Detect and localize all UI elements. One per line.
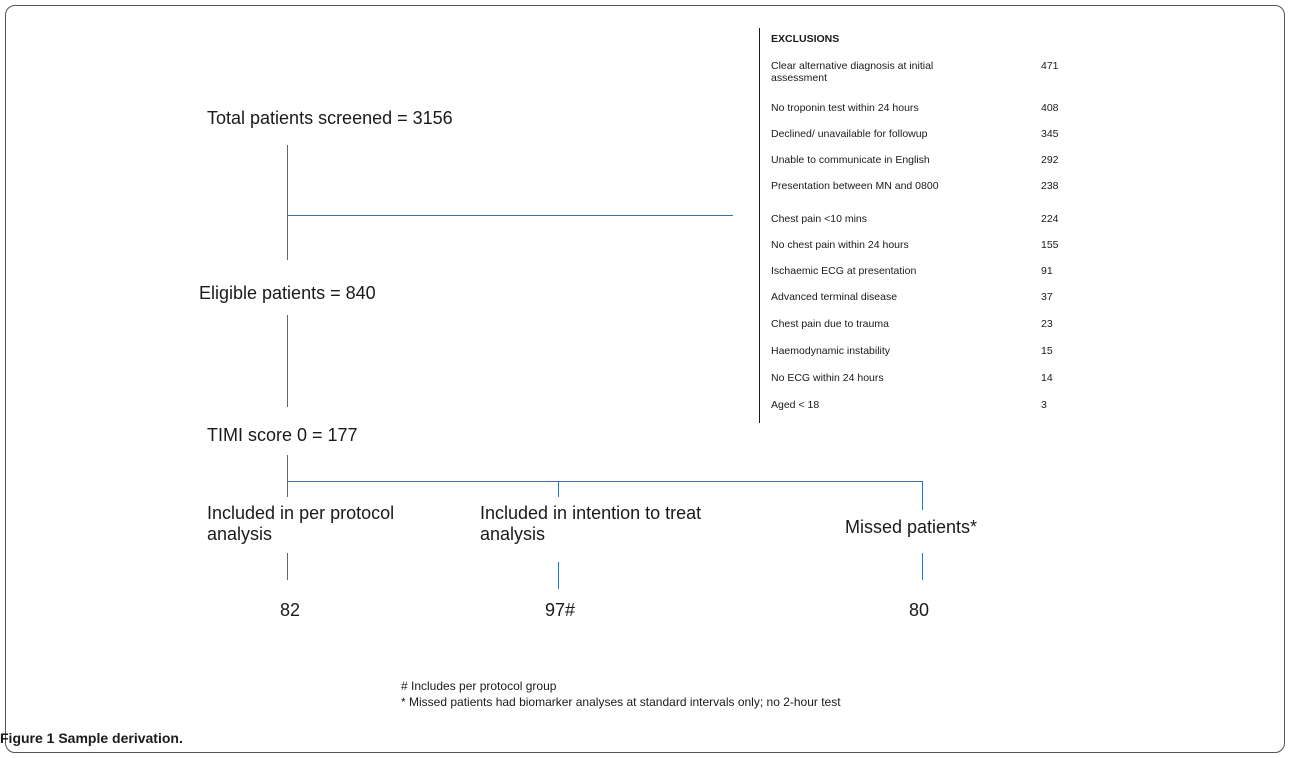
exclusion-label: Aged < 18 bbox=[771, 399, 820, 411]
intention-node: Included in intention to treat analysis bbox=[480, 503, 702, 544]
exclusion-value: 14 bbox=[1041, 372, 1053, 384]
connector-branch bbox=[287, 481, 923, 482]
exclusions-divider bbox=[759, 28, 760, 423]
per-protocol-count: 82 bbox=[280, 600, 301, 620]
exclusion-label: No chest pain within 24 hours bbox=[771, 239, 909, 251]
figure-frame bbox=[5, 5, 1285, 753]
exclusion-label: No troponin test within 24 hours bbox=[771, 102, 919, 114]
exclusion-label: Chest pain due to trauma bbox=[771, 318, 889, 330]
connector-screened-eligible bbox=[287, 145, 288, 260]
exclusion-value: 292 bbox=[1041, 154, 1059, 166]
exclusion-value: 408 bbox=[1041, 102, 1059, 114]
footnote-hash: # Includes per protocol group bbox=[401, 679, 557, 693]
exclusion-value: 224 bbox=[1041, 213, 1059, 225]
connector-intention-count bbox=[558, 562, 559, 589]
connector-to-exclusions bbox=[287, 215, 733, 216]
exclusion-value: 15 bbox=[1041, 345, 1053, 357]
exclusion-value: 91 bbox=[1041, 265, 1053, 277]
exclusion-label: Presentation between MN and 0800 bbox=[771, 180, 939, 192]
exclusion-value: 155 bbox=[1041, 239, 1059, 251]
exclusions-title: EXCLUSIONS bbox=[771, 33, 840, 45]
exclusion-value: 345 bbox=[1041, 128, 1059, 140]
connector-missed bbox=[922, 481, 923, 510]
exclusion-value: 471 bbox=[1041, 60, 1059, 72]
figure-caption: Figure 1 Sample derivation. bbox=[0, 730, 183, 746]
screened-node: Total patients screened = 3156 bbox=[207, 108, 453, 128]
exclusion-label: Unable to communicate in English bbox=[771, 154, 930, 166]
connector-timi-split bbox=[287, 455, 288, 497]
timi-node: TIMI score 0 = 177 bbox=[207, 425, 358, 445]
exclusion-label: Ischaemic ECG at presentation bbox=[771, 265, 917, 277]
exclusion-value: 238 bbox=[1041, 180, 1059, 192]
exclusion-value: 37 bbox=[1041, 291, 1053, 303]
missed-node: Missed patients* bbox=[845, 517, 978, 537]
exclusion-label: Declined/ unavailable for followup bbox=[771, 128, 928, 140]
exclusion-value: 23 bbox=[1041, 318, 1053, 330]
eligible-node: Eligible patients = 840 bbox=[199, 283, 376, 303]
exclusion-label: Chest pain <10 mins bbox=[771, 213, 868, 225]
connector-missed-count bbox=[922, 553, 923, 580]
per-protocol-node: Included in per protocol analysis bbox=[207, 503, 395, 544]
exclusion-value: 3 bbox=[1041, 399, 1047, 411]
connector-per-protocol-count bbox=[287, 553, 288, 580]
exclusion-label: Haemodynamic instability bbox=[771, 345, 891, 357]
exclusion-label: Advanced terminal disease bbox=[771, 291, 898, 303]
connector-intention bbox=[558, 481, 559, 497]
missed-count: 80 bbox=[909, 600, 930, 620]
exclusion-label: No ECG within 24 hours bbox=[771, 372, 884, 384]
exclusion-label: Clear alternative diagnosis at initial a… bbox=[771, 60, 934, 84]
intention-count: 97# bbox=[545, 600, 576, 620]
footnote-star: * Missed patients had biomarker analyses… bbox=[401, 695, 841, 709]
connector-eligible-timi bbox=[287, 315, 288, 407]
